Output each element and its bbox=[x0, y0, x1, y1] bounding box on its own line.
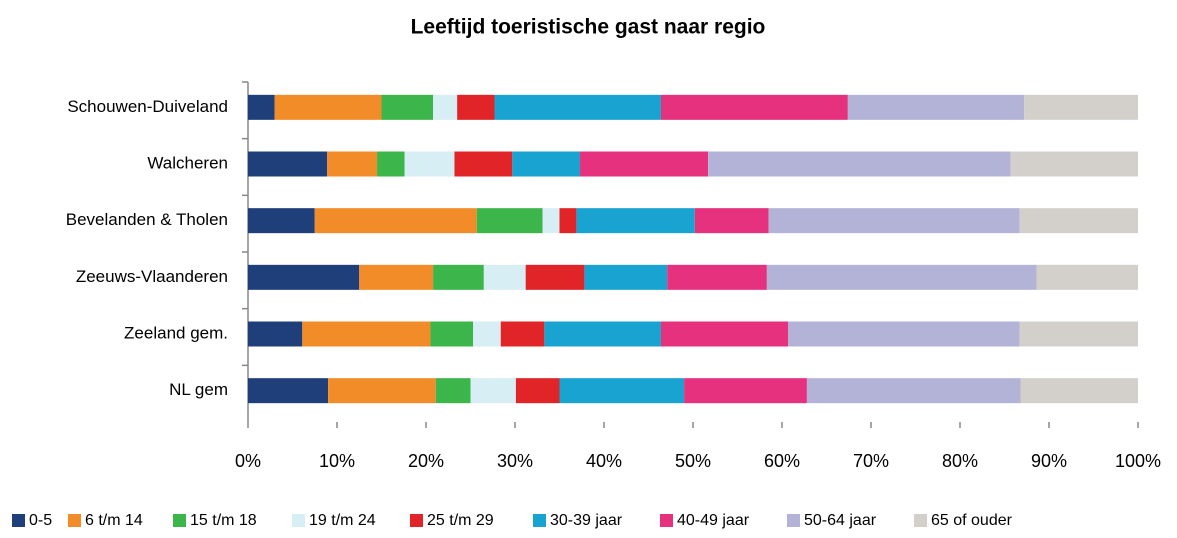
x-tick-label: 40% bbox=[586, 451, 622, 471]
category-label: Zeeland gem. bbox=[124, 323, 228, 342]
legend-swatch bbox=[292, 514, 305, 527]
chart-title: Leeftijd toeristische gast naar regio bbox=[411, 16, 766, 39]
legend-swatch bbox=[660, 514, 673, 527]
bar-segment bbox=[576, 208, 695, 234]
bar-segment bbox=[454, 151, 513, 177]
bar-segment bbox=[667, 264, 767, 290]
category-label: Zeeuws-Vlaanderen bbox=[76, 267, 228, 286]
bar-segment bbox=[512, 151, 580, 177]
x-tick-label: 80% bbox=[942, 451, 978, 471]
legend-label: 50-64 jaar bbox=[804, 512, 877, 529]
bar-segment bbox=[766, 264, 1037, 290]
bar-segment bbox=[248, 264, 360, 290]
bar-segment bbox=[559, 208, 577, 234]
bar-segment bbox=[377, 151, 405, 177]
x-tick-label: 0% bbox=[235, 451, 261, 471]
bar-segment bbox=[473, 321, 501, 347]
bar-segment bbox=[1036, 264, 1138, 290]
bar-segment bbox=[327, 151, 378, 177]
bar-segment bbox=[248, 378, 329, 404]
legend-label: 25 t/m 29 bbox=[427, 512, 494, 529]
x-tick-label: 30% bbox=[497, 451, 533, 471]
legend-swatch bbox=[173, 514, 186, 527]
bar-segment bbox=[381, 94, 434, 120]
bar-segment bbox=[515, 378, 560, 404]
legend-swatch bbox=[68, 514, 81, 527]
bar-segment bbox=[248, 94, 275, 120]
category-label: Schouwen-Duiveland bbox=[67, 97, 228, 116]
bar-segment bbox=[559, 378, 685, 404]
bar-segment bbox=[1010, 151, 1138, 177]
legend-label: 19 t/m 24 bbox=[309, 512, 376, 529]
bar-segment bbox=[328, 378, 436, 404]
bar-segment bbox=[660, 94, 848, 120]
bar-segment bbox=[806, 378, 1021, 404]
x-tick-label: 100% bbox=[1115, 451, 1161, 471]
bar-segment bbox=[584, 264, 668, 290]
bar-segment bbox=[476, 208, 543, 234]
bar-segment bbox=[694, 208, 769, 234]
legend-swatch bbox=[410, 514, 423, 527]
legend-label: 40-49 jaar bbox=[677, 512, 750, 529]
bar-segment bbox=[359, 264, 434, 290]
legend-label: 0-5 bbox=[29, 512, 52, 529]
bar-segment bbox=[433, 264, 484, 290]
legend-label: 30-39 jaar bbox=[550, 512, 623, 529]
bar-segment bbox=[248, 321, 303, 347]
bar-segment bbox=[404, 151, 455, 177]
legend-swatch bbox=[533, 514, 546, 527]
bar-segment bbox=[457, 94, 495, 120]
bar-segment bbox=[274, 94, 382, 120]
category-label: Bevelanden & Tholen bbox=[66, 210, 228, 229]
x-tick-label: 60% bbox=[764, 451, 800, 471]
bar-segment bbox=[470, 378, 516, 404]
bar-segment bbox=[435, 378, 471, 404]
x-tick-label: 10% bbox=[319, 451, 355, 471]
bar-segment bbox=[1019, 208, 1138, 234]
bar-segment bbox=[248, 208, 315, 234]
legend-label: 65 of ouder bbox=[931, 512, 1013, 529]
bar-segment bbox=[660, 321, 789, 347]
category-label: Walcheren bbox=[147, 153, 228, 172]
bar-segment bbox=[847, 94, 1025, 120]
legend-swatch bbox=[787, 514, 800, 527]
bar-segment bbox=[248, 151, 328, 177]
bar-segment bbox=[314, 208, 477, 234]
bar-segment bbox=[788, 321, 1020, 347]
bar-segment bbox=[579, 151, 709, 177]
bar-segment bbox=[1020, 378, 1138, 404]
bar-segment bbox=[684, 378, 807, 404]
x-tick-label: 20% bbox=[408, 451, 444, 471]
bar-segment bbox=[483, 264, 526, 290]
bar-segment bbox=[433, 94, 458, 120]
bar-segment bbox=[1019, 321, 1138, 347]
bar-segment bbox=[768, 208, 1020, 234]
legend-label: 6 t/m 14 bbox=[85, 512, 143, 529]
legend-swatch bbox=[914, 514, 927, 527]
category-label: NL gem bbox=[169, 380, 228, 399]
bar-segment bbox=[1024, 94, 1138, 120]
bar-segment bbox=[542, 208, 560, 234]
x-tick-label: 50% bbox=[675, 451, 711, 471]
bar-segment bbox=[708, 151, 1011, 177]
x-tick-label: 90% bbox=[1031, 451, 1067, 471]
bar-segment bbox=[525, 264, 585, 290]
bar-segment bbox=[302, 321, 431, 347]
bar-segment bbox=[544, 321, 661, 347]
bar-segment bbox=[494, 94, 661, 120]
legend-label: 15 t/m 18 bbox=[190, 512, 257, 529]
bar-segment bbox=[430, 321, 474, 347]
bar-segment bbox=[500, 321, 545, 347]
legend-swatch bbox=[12, 514, 25, 527]
x-tick-label: 70% bbox=[853, 451, 889, 471]
